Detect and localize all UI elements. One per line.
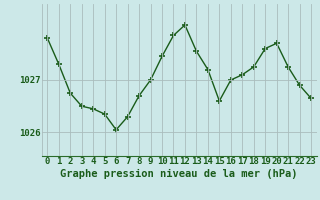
X-axis label: Graphe pression niveau de la mer (hPa): Graphe pression niveau de la mer (hPa) (60, 169, 298, 179)
